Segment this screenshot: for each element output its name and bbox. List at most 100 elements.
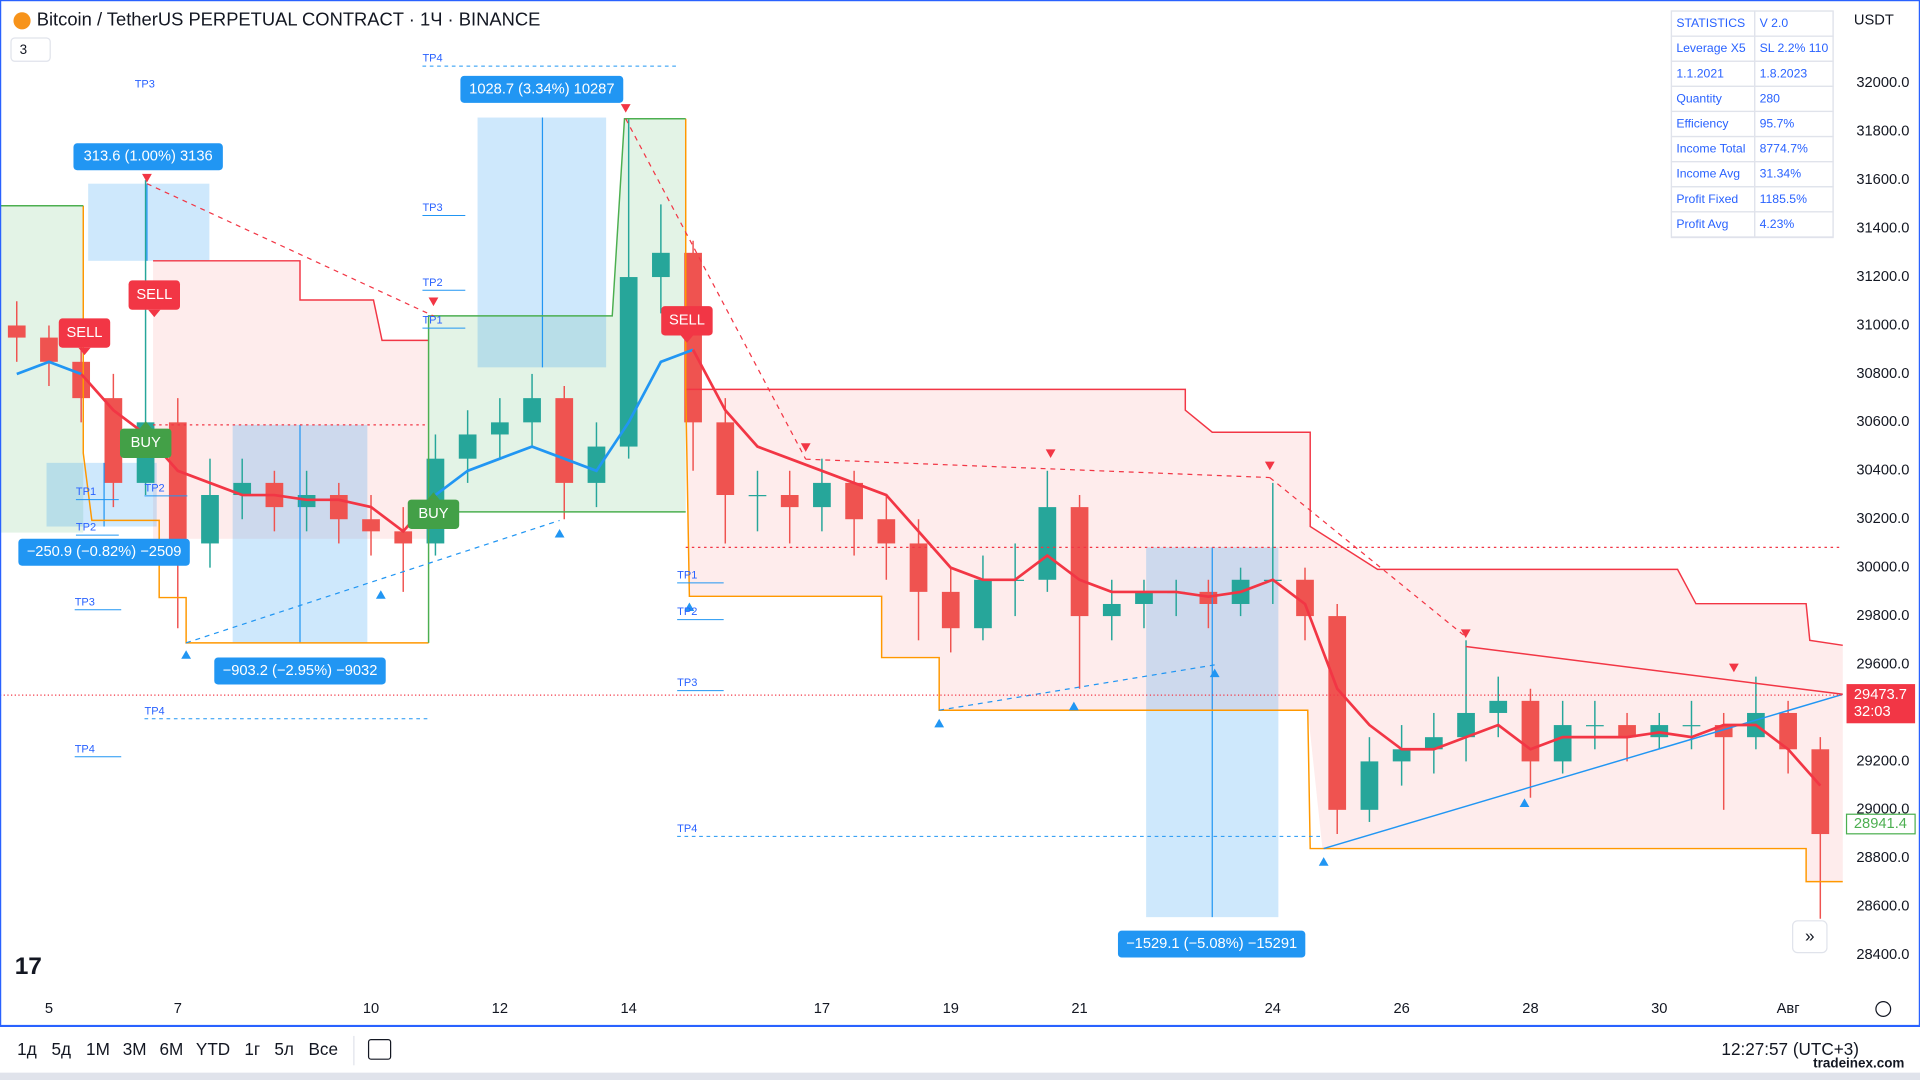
scroll-icon[interactable]: » xyxy=(1805,925,1815,945)
candle-body xyxy=(168,422,187,544)
range-button[interactable]: YTD xyxy=(196,1039,230,1059)
indicator-toggle[interactable] xyxy=(10,37,51,62)
tp-label: TP3 xyxy=(135,78,155,90)
tp-label: TP3 xyxy=(75,596,95,608)
y-tick-label: 29200.0 xyxy=(1856,753,1909,769)
candle-body xyxy=(362,519,380,532)
candle-body xyxy=(1328,616,1347,810)
trade-box xyxy=(88,183,210,261)
candle-body xyxy=(813,482,831,508)
y-tick-label: 31000.0 xyxy=(1856,317,1909,333)
signal-flag xyxy=(661,306,713,336)
signal-flag xyxy=(120,428,172,458)
stats-cell xyxy=(1754,211,1834,238)
candle-body xyxy=(1618,725,1636,738)
candle-body xyxy=(877,519,896,544)
trade-label: 313.6 (1.00%) 3136 xyxy=(84,149,213,165)
y-tick-label: 31200.0 xyxy=(1856,269,1909,285)
calendar-icon[interactable] xyxy=(367,1038,392,1060)
candle-body xyxy=(1586,725,1604,727)
signal-label: BUY xyxy=(131,435,161,451)
x-tick-label: 28 xyxy=(1522,1001,1538,1017)
clock: 12:27:57 (UTC+3) xyxy=(1721,1039,1859,1059)
tp-label: TP1 xyxy=(422,315,442,327)
candle-body xyxy=(201,495,219,544)
candle-body xyxy=(941,591,960,629)
dash xyxy=(939,664,1215,711)
y-tick-label: 31400.0 xyxy=(1856,220,1909,236)
range-button[interactable]: 1М xyxy=(86,1039,110,1059)
candle-body xyxy=(40,337,58,362)
candle-body xyxy=(684,252,702,423)
frame xyxy=(0,0,1920,1027)
signal-pointer xyxy=(78,347,91,356)
signal-label: SELL xyxy=(67,325,103,341)
trade-label: −250.9 (−0.82%) −2509 xyxy=(27,544,182,560)
candle-body xyxy=(716,422,735,496)
range-button[interactable]: 3М xyxy=(123,1039,147,1059)
stats-bg xyxy=(1670,10,1834,239)
x-tick-label: 24 xyxy=(1265,1001,1281,1017)
settings-icon[interactable] xyxy=(1875,1001,1892,1017)
dashed-lines xyxy=(146,118,1843,638)
candle-body xyxy=(490,422,509,435)
candle-body xyxy=(1457,712,1475,738)
range-button[interactable]: Все xyxy=(309,1039,339,1059)
candle-body xyxy=(458,434,477,459)
tp-label: TP3 xyxy=(677,677,697,689)
stats-text: Profit Fixed xyxy=(1676,192,1738,206)
range-button[interactable]: 6М xyxy=(160,1039,184,1059)
y-tick-label: 30400.0 xyxy=(1856,463,1909,479)
candle-body xyxy=(394,531,413,544)
currency[interactable]: USDT xyxy=(1854,13,1894,29)
y-tick-label: 31600.0 xyxy=(1856,172,1909,188)
trade-label: −1529.1 (−5.08%) −15291 xyxy=(1126,936,1297,952)
stats-text: Efficiency xyxy=(1676,117,1729,131)
dash xyxy=(146,183,434,317)
indicator-count[interactable]: 3 xyxy=(20,42,27,57)
tp-label: TP2 xyxy=(76,522,96,534)
stop-line xyxy=(685,388,1843,647)
range-button[interactable]: 1д xyxy=(17,1039,37,1059)
x-tick-label: 5 xyxy=(45,1001,53,1017)
candle-body xyxy=(619,277,638,447)
stats-text: V 2.0 xyxy=(1760,16,1789,30)
toolbar: 1д 5д 1М 3М 6М YTD 1г 5л Все 12:27:57 (UTC+3) xyxy=(17,1039,1859,1059)
range-button[interactable]: 5л xyxy=(274,1039,294,1059)
trade-label-bg xyxy=(18,538,190,566)
candle-body xyxy=(1489,700,1508,713)
scroll-button[interactable] xyxy=(1792,920,1828,954)
candle-body xyxy=(909,543,928,592)
signal-flag xyxy=(407,499,460,529)
long-zone xyxy=(0,205,84,533)
signal-pointer xyxy=(427,492,440,500)
range-button[interactable]: 5д xyxy=(51,1039,71,1059)
y-tick-label: 30800.0 xyxy=(1856,366,1909,382)
tp-label: TP2 xyxy=(677,606,697,618)
candle-body xyxy=(7,325,26,338)
trend-line xyxy=(1323,693,1844,850)
overlay xyxy=(0,104,1844,918)
price-marker-tag xyxy=(1845,813,1916,835)
trail-line xyxy=(427,118,686,643)
stop-line xyxy=(153,260,429,342)
stats-text: 1.1.2021 xyxy=(1676,66,1724,80)
stats-text: Leverage X5 xyxy=(1676,41,1746,55)
range-button[interactable]: 1г xyxy=(244,1039,260,1059)
short-zone xyxy=(153,260,429,539)
x-tick-label: 12 xyxy=(492,1001,508,1017)
footer-bar xyxy=(0,1072,1920,1080)
y-tick-label: 28800.0 xyxy=(1856,850,1909,866)
stats-text: Income Avg xyxy=(1676,167,1740,181)
x-tick-label: 14 xyxy=(620,1001,636,1017)
trade-label: 1028.7 (3.34%) 10287 xyxy=(469,81,614,97)
candle-body xyxy=(780,495,799,508)
last-price-tag xyxy=(1846,684,1916,724)
x-tick-label: 7 xyxy=(174,1001,182,1017)
signal-flag xyxy=(58,318,111,348)
candle-body xyxy=(587,446,606,483)
y-tick-label: 31800.0 xyxy=(1856,124,1909,140)
price-marker-label: 28941.4 xyxy=(1854,816,1907,832)
